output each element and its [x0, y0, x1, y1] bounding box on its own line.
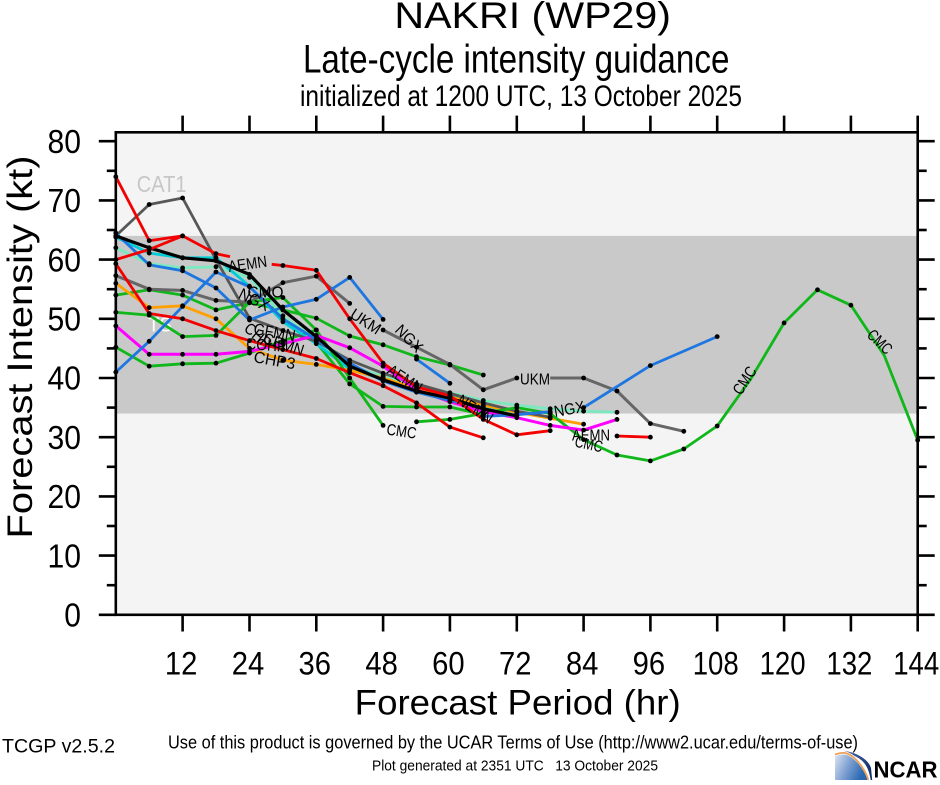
svg-text:NAKRI (WP29): NAKRI (WP29) [394, 0, 671, 36]
svg-text:Use of this product is governe: Use of this product is governed by the U… [168, 732, 858, 753]
svg-text:CAT1: CAT1 [137, 171, 187, 197]
svg-text:Plot generated at 2351 UTC 1: Plot generated at 2351 UTC 13 October 20… [372, 759, 658, 775]
svg-text:CMC: CMC [573, 434, 604, 456]
svg-text:Forecast Intensity (kt): Forecast Intensity (kt) [1, 156, 40, 539]
svg-text:NCAR: NCAR [874, 756, 938, 780]
svg-text:50: 50 [48, 301, 82, 338]
svg-text:36: 36 [299, 646, 332, 682]
svg-text:AEMN: AEMN [572, 428, 610, 445]
svg-text:84: 84 [566, 646, 599, 682]
svg-text:0: 0 [64, 597, 81, 634]
svg-text:80: 80 [48, 123, 82, 160]
svg-text:108: 108 [693, 646, 739, 682]
svg-text:72: 72 [499, 646, 532, 682]
svg-text:20: 20 [48, 478, 82, 515]
svg-text:120: 120 [760, 646, 806, 682]
svg-text:30: 30 [48, 419, 82, 456]
svg-text:48: 48 [365, 646, 398, 682]
svg-text:144: 144 [893, 646, 939, 682]
svg-text:Forecast Period (hr): Forecast Period (hr) [355, 683, 681, 723]
svg-text:12: 12 [165, 646, 198, 682]
svg-text:60: 60 [432, 646, 465, 682]
svg-text:CMO: CMO [248, 285, 284, 302]
svg-text:70: 70 [48, 182, 82, 219]
svg-text:CMC: CMC [385, 422, 417, 443]
svg-text:Late-cycle intensity guidance: Late-cycle intensity guidance [303, 38, 730, 82]
svg-text:TCGP v2.5.2: TCGP v2.5.2 [2, 736, 115, 758]
svg-text:60: 60 [48, 241, 82, 278]
svg-text:AEMN: AEMN [227, 254, 268, 276]
svg-text:132: 132 [826, 646, 872, 682]
svg-text:40: 40 [48, 360, 82, 397]
svg-text:COHP: COHP [246, 336, 287, 356]
svg-text:24: 24 [232, 646, 265, 682]
svg-text:96: 96 [633, 646, 666, 682]
svg-text:initialized at 1200 UTC, 13 Oc: initialized at 1200 UTC, 13 October 2025 [300, 80, 742, 113]
svg-text:NGX: NGX [553, 399, 587, 421]
svg-text:TS: TS [148, 315, 172, 337]
svg-text:UKM: UKM [520, 372, 550, 389]
svg-text:10: 10 [48, 537, 82, 574]
